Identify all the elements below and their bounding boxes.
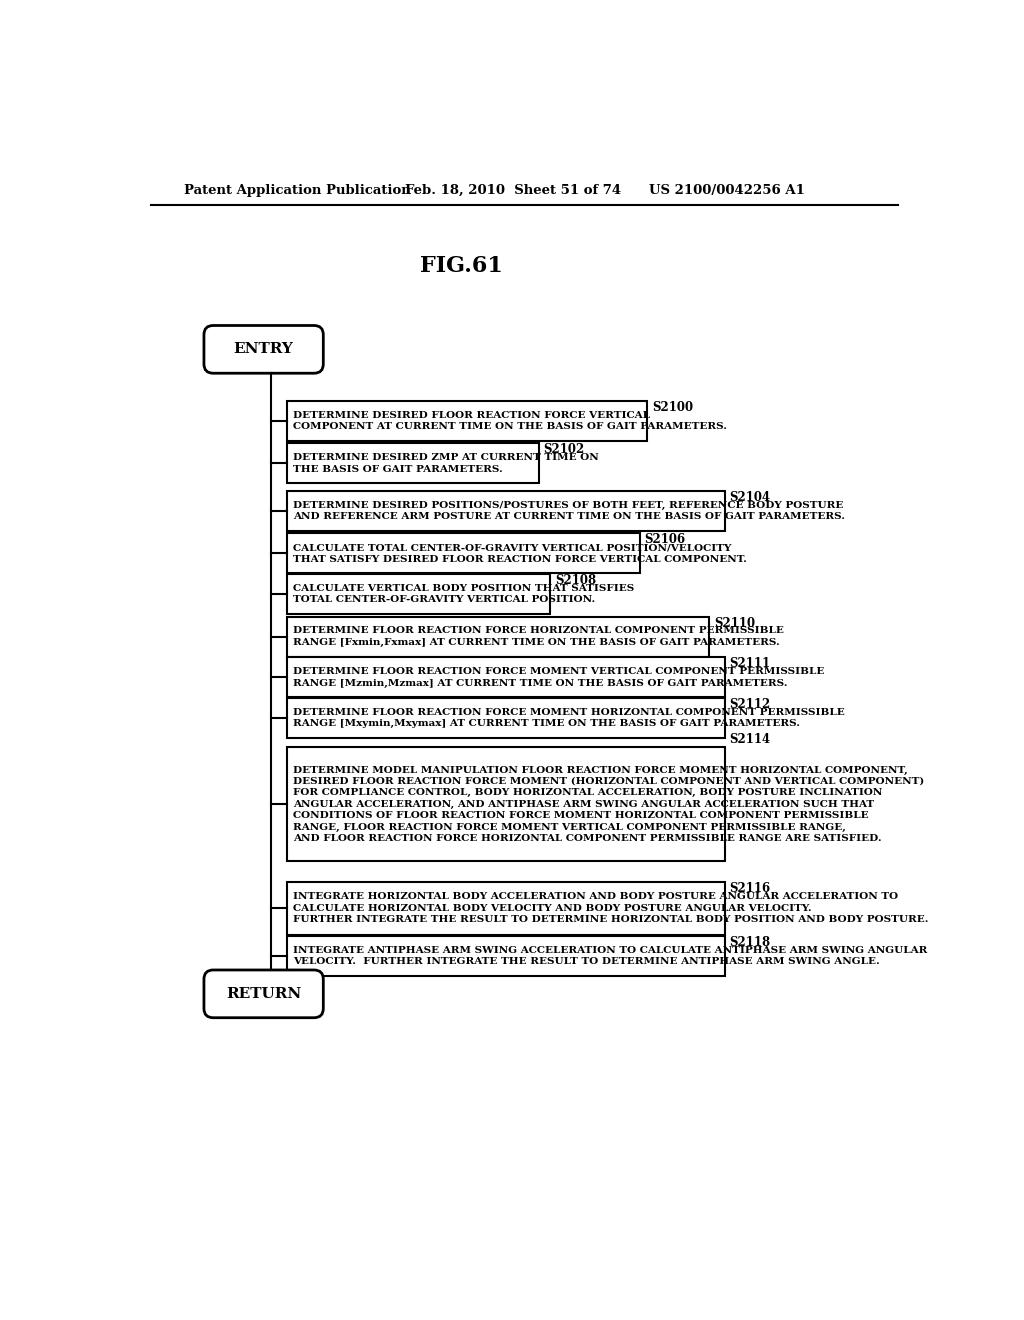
Text: S2108: S2108: [555, 574, 596, 587]
Text: Patent Application Publication: Patent Application Publication: [183, 185, 411, 197]
Text: INTEGRATE ANTIPHASE ARM SWING ACCELERATION TO CALCULATE ANTIPHASE ARM SWING ANGU: INTEGRATE ANTIPHASE ARM SWING ACCELERATI…: [293, 946, 928, 966]
Text: S2110: S2110: [714, 616, 755, 630]
Text: S2114: S2114: [729, 733, 770, 746]
Text: DETERMINE DESIRED POSITIONS/POSTURES OF BOTH FEET, REFERENCE BODY POSTURE
AND RE: DETERMINE DESIRED POSITIONS/POSTURES OF …: [293, 500, 845, 521]
Text: S2104: S2104: [729, 491, 770, 504]
Text: DETERMINE FLOOR REACTION FORCE MOMENT VERTICAL COMPONENT PERMISSIBLE
RANGE [Mzmi: DETERMINE FLOOR REACTION FORCE MOMENT VE…: [293, 667, 824, 688]
Text: S2116: S2116: [729, 882, 770, 895]
FancyBboxPatch shape: [204, 326, 324, 374]
Text: ENTRY: ENTRY: [233, 342, 294, 356]
Text: DETERMINE DESIRED FLOOR REACTION FORCE VERTICAL
COMPONENT AT CURRENT TIME ON THE: DETERMINE DESIRED FLOOR REACTION FORCE V…: [293, 411, 727, 432]
Text: S2111: S2111: [729, 657, 770, 671]
Text: DETERMINE DESIRED ZMP AT CURRENT TIME ON
THE BASIS OF GAIT PARAMETERS.: DETERMINE DESIRED ZMP AT CURRENT TIME ON…: [293, 453, 599, 474]
Text: CALCULATE TOTAL CENTER-OF-GRAVITY VERTICAL POSITION/VELOCITY
THAT SATISFY DESIRE: CALCULATE TOTAL CENTER-OF-GRAVITY VERTIC…: [293, 544, 746, 564]
Text: RETURN: RETURN: [226, 987, 301, 1001]
Text: S2118: S2118: [729, 936, 770, 949]
Bar: [287, 444, 539, 483]
Bar: [287, 657, 725, 697]
Bar: [287, 882, 725, 935]
Bar: [287, 533, 640, 573]
Text: DETERMINE MODEL MANIPULATION FLOOR REACTION FORCE MOMENT HORIZONTAL COMPONENT,
D: DETERMINE MODEL MANIPULATION FLOOR REACT…: [293, 766, 925, 843]
FancyBboxPatch shape: [204, 970, 324, 1018]
Text: FIG.61: FIG.61: [420, 255, 503, 277]
Text: S2100: S2100: [652, 401, 693, 414]
Text: US 2100/0042256 A1: US 2100/0042256 A1: [649, 185, 805, 197]
Text: S2102: S2102: [544, 444, 585, 457]
Bar: [287, 574, 550, 614]
Bar: [287, 491, 725, 531]
Text: INTEGRATE HORIZONTAL BODY ACCELERATION AND BODY POSTURE ANGULAR ACCELERATION TO
: INTEGRATE HORIZONTAL BODY ACCELERATION A…: [293, 892, 929, 924]
Text: DETERMINE FLOOR REACTION FORCE MOMENT HORIZONTAL COMPONENT PERMISSIBLE
RANGE [Mx: DETERMINE FLOOR REACTION FORCE MOMENT HO…: [293, 708, 845, 729]
Text: DETERMINE FLOOR REACTION FORCE HORIZONTAL COMPONENT PERMISSIBLE
RANGE [Fxmin,Fxm: DETERMINE FLOOR REACTION FORCE HORIZONTA…: [293, 626, 784, 647]
Text: CALCULATE VERTICAL BODY POSITION THAT SATISFIES
TOTAL CENTER-OF-GRAVITY VERTICAL: CALCULATE VERTICAL BODY POSITION THAT SA…: [293, 583, 634, 605]
Text: Feb. 18, 2010  Sheet 51 of 74: Feb. 18, 2010 Sheet 51 of 74: [406, 185, 622, 197]
Text: S2112: S2112: [729, 698, 771, 711]
Bar: [287, 616, 710, 656]
Bar: [287, 747, 725, 862]
Text: S2106: S2106: [644, 533, 685, 546]
Bar: [287, 936, 725, 977]
Bar: [287, 698, 725, 738]
Bar: [287, 401, 647, 441]
